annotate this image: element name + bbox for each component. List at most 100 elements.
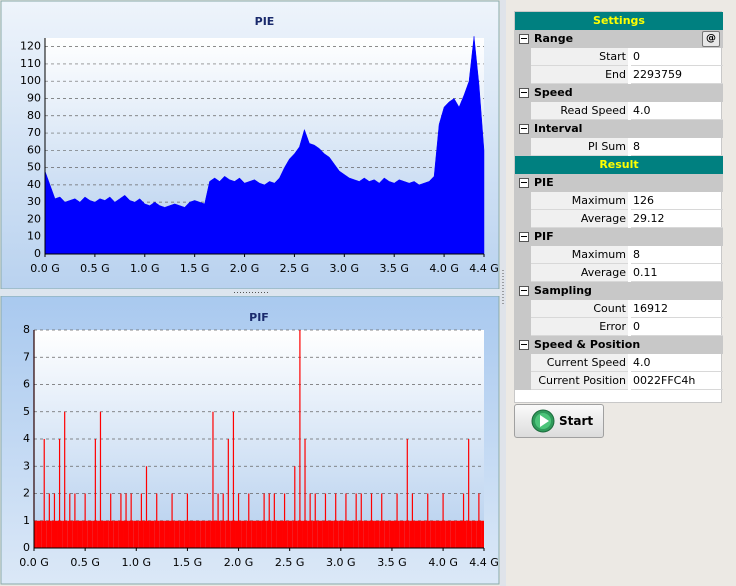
chart-title: PIF — [249, 311, 269, 324]
group-header: Sampling — [515, 282, 723, 300]
property-value[interactable]: 0 — [631, 318, 723, 336]
property-value[interactable]: 8 — [631, 246, 723, 264]
property-row: Count 16912 — [515, 300, 723, 318]
pif-bar — [62, 411, 68, 548]
row-gutter — [515, 354, 531, 372]
start-label: Start — [559, 414, 594, 428]
property-value[interactable]: 16912 — [631, 300, 723, 318]
pif-bar — [282, 493, 288, 548]
property-row: Read Speed 4.0 — [515, 102, 723, 120]
row-gutter — [515, 102, 531, 120]
group-name: PIF — [534, 230, 554, 243]
x-tick-label: 3.5 G — [377, 556, 407, 569]
pif-bar — [184, 493, 190, 548]
pif-bar — [72, 493, 78, 548]
pif-bar — [358, 493, 364, 548]
pif-bar — [235, 493, 242, 548]
pif-bar — [241, 520, 247, 548]
pif-bar — [276, 520, 283, 548]
pif-bar — [271, 493, 277, 548]
property-row: Average 0.11 — [515, 264, 723, 282]
property-row: Current Position 0022FFC4h — [515, 372, 723, 390]
y-tick-label: 2 — [23, 487, 30, 500]
pif-bar — [389, 520, 395, 548]
row-gutter — [515, 318, 531, 336]
x-tick-label: 2.0 G — [230, 262, 260, 275]
collapse-toggle[interactable] — [519, 178, 529, 188]
pif-bar — [261, 493, 267, 548]
x-tick-label: 3.0 G — [326, 556, 356, 569]
collapse-toggle[interactable] — [519, 340, 529, 350]
y-tick-label: 3 — [23, 459, 30, 472]
group-name: Speed — [534, 86, 573, 99]
pif-bar — [87, 520, 93, 548]
pif-bar — [338, 520, 344, 548]
group-name: Speed & Position — [534, 338, 641, 351]
pif-bar — [205, 520, 211, 548]
pif-bar — [179, 520, 185, 548]
pif-bar — [149, 520, 155, 548]
property-label: PI Sum — [531, 138, 628, 156]
x-tick-label: 1.0 G — [122, 556, 152, 569]
row-gutter — [515, 264, 531, 282]
pif-bar — [399, 520, 405, 548]
pif-bar — [128, 493, 134, 548]
pif-bar — [169, 493, 175, 548]
pif-bar — [420, 520, 426, 548]
pif-bar — [317, 520, 323, 548]
pif-bar — [425, 493, 431, 548]
collapse-toggle[interactable] — [519, 286, 529, 296]
property-row: Maximum 126 — [515, 192, 723, 210]
pif-bar — [41, 439, 47, 548]
property-value[interactable]: 4.0 — [631, 102, 723, 120]
collapse-toggle[interactable] — [519, 232, 529, 242]
property-label: Average — [531, 264, 628, 282]
pif-bar — [328, 520, 334, 548]
collapse-toggle[interactable] — [519, 124, 529, 134]
property-label: Average — [531, 210, 628, 228]
y-tick-label: 100 — [20, 74, 41, 87]
section-header: Settings — [515, 12, 723, 30]
group-button[interactable]: @ — [702, 31, 720, 47]
pif-bar — [256, 520, 262, 548]
pif-bar — [36, 520, 42, 548]
property-value[interactable]: 8 — [631, 138, 723, 156]
pif-bar — [210, 411, 216, 548]
pif-bar — [154, 493, 160, 548]
pif-bar — [471, 520, 477, 548]
property-row: Average 29.12 — [515, 210, 723, 228]
start-button[interactable]: Start — [514, 404, 604, 438]
property-label: Maximum — [531, 246, 628, 264]
property-value[interactable]: 29.12 — [631, 210, 723, 228]
property-value[interactable]: 126 — [631, 192, 723, 210]
group-header: Speed & Position — [515, 336, 723, 354]
x-tick-label: 4.0 G — [429, 262, 459, 275]
property-value[interactable]: 4.0 — [631, 354, 723, 372]
section-header: Result — [515, 156, 723, 174]
y-tick-label: 0 — [34, 247, 41, 260]
pif-bar — [466, 439, 472, 548]
y-tick-label: 60 — [27, 143, 41, 156]
pif-bar — [430, 520, 436, 548]
x-tick-label: 3.0 G — [330, 262, 360, 275]
property-value[interactable]: 0022FFC4h — [631, 372, 723, 390]
row-gutter — [515, 48, 531, 66]
pif-bar — [440, 493, 446, 548]
pif-bar — [353, 493, 359, 548]
collapse-toggle[interactable] — [519, 34, 529, 44]
x-tick-label: 2.5 G — [280, 262, 310, 275]
pif-bar — [246, 493, 252, 548]
x-tick-label: 4.4 G — [469, 262, 499, 275]
property-value[interactable]: 0 — [631, 48, 723, 66]
pif-bar — [414, 520, 421, 548]
property-label: Start — [531, 48, 628, 66]
y-tick-label: 50 — [27, 161, 41, 174]
property-value[interactable]: 2293759 — [631, 66, 723, 84]
property-value[interactable]: 0.11 — [631, 264, 723, 282]
collapse-toggle[interactable] — [519, 88, 529, 98]
splitter[interactable] — [500, 0, 506, 586]
property-row: Start 0 — [515, 48, 723, 66]
start-icon — [531, 409, 555, 433]
pif-bar — [251, 520, 257, 548]
y-tick-label: 5 — [23, 405, 30, 418]
